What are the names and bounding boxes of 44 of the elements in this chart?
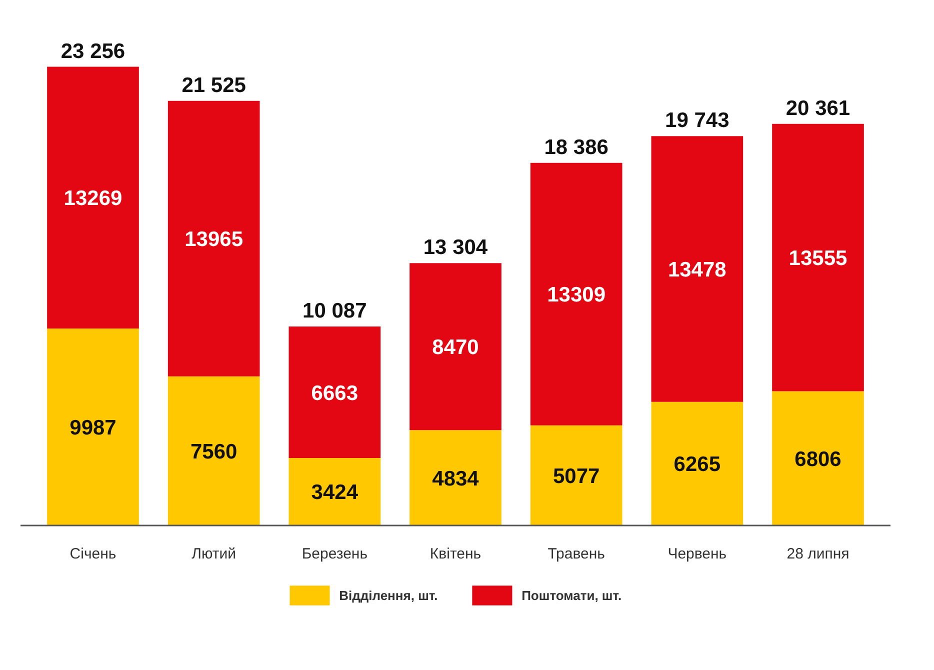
bar <box>47 328 139 526</box>
x-tick-label: Березень <box>302 546 368 562</box>
data-label: 13269 <box>64 187 122 210</box>
bar <box>168 100 260 376</box>
legend-label: Відділення, шт. <box>339 588 438 603</box>
x-tick-label: 28 липня <box>786 546 850 562</box>
total-label: 19 743 <box>665 109 730 132</box>
data-label: 6265 <box>674 453 721 476</box>
x-tick-label: Квітень <box>430 546 482 562</box>
total-label: 21 525 <box>182 74 246 97</box>
legend-label: Поштомати, шт. <box>522 588 622 603</box>
data-label: 9987 <box>70 416 116 440</box>
data-label: 6806 <box>794 448 842 471</box>
bar <box>530 425 622 526</box>
bar <box>288 458 381 526</box>
x-tick-label: Лютий <box>192 546 236 562</box>
total-label: 10 087 <box>302 300 367 323</box>
bar <box>651 136 744 402</box>
total-label: 13 304 <box>423 236 488 260</box>
bar <box>410 430 502 526</box>
data-label: 4834 <box>432 467 480 490</box>
data-label: 13965 <box>184 228 244 252</box>
data-label: 7560 <box>190 440 238 464</box>
bar <box>47 66 139 329</box>
x-tick-label: Травень <box>548 546 606 562</box>
data-label: 13309 <box>547 284 606 307</box>
bar <box>288 326 381 458</box>
bar <box>772 391 864 526</box>
bar <box>651 402 744 526</box>
bar <box>530 162 622 426</box>
data-label: 3424 <box>311 481 358 504</box>
bar <box>410 263 502 430</box>
x-tick-label: Січень <box>70 546 116 562</box>
total-label: 20 361 <box>786 96 850 120</box>
data-label: 8470 <box>432 336 479 360</box>
data-label: 6663 <box>311 382 358 405</box>
data-label: 13555 <box>788 247 848 270</box>
x-tick-label: Червень <box>668 546 727 562</box>
bar <box>168 376 260 526</box>
total-label: 18 386 <box>544 136 608 159</box>
data-label: 13478 <box>668 258 727 282</box>
bar <box>772 124 864 392</box>
data-label: 5077 <box>552 464 600 488</box>
total-label: 23 256 <box>60 40 126 63</box>
